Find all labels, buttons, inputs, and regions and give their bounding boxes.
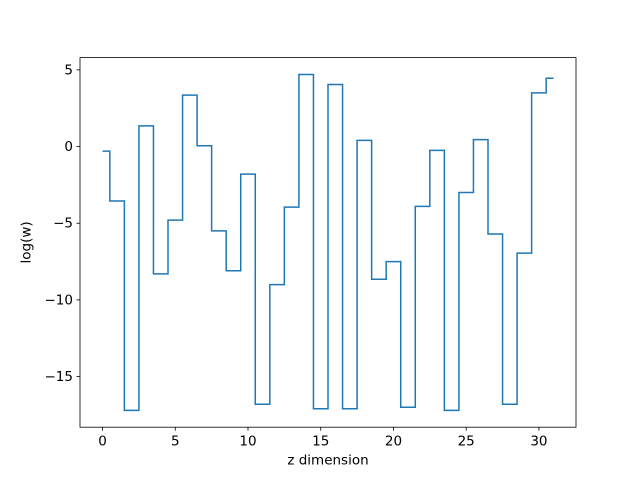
y-tick-label: 0 — [64, 139, 73, 155]
x-axis-label: z dimension — [287, 453, 368, 469]
x-tick-label: 20 — [385, 434, 402, 450]
x-tick-label: 15 — [312, 434, 329, 450]
x-tick-label: 10 — [239, 434, 256, 450]
step-line — [102, 73, 554, 412]
y-axis-label: log(w) — [19, 221, 35, 263]
y-tick-label: −15 — [45, 369, 74, 385]
y-tick-label: 5 — [64, 62, 73, 78]
x-tick-label: 5 — [171, 434, 180, 450]
y-tick-label: −5 — [53, 216, 73, 232]
x-tick-label: 30 — [530, 434, 547, 450]
x-tick-label: 25 — [458, 434, 475, 450]
x-tick-label: 0 — [98, 434, 107, 450]
y-tick-label: −10 — [45, 292, 74, 308]
plot-border — [79, 57, 577, 428]
